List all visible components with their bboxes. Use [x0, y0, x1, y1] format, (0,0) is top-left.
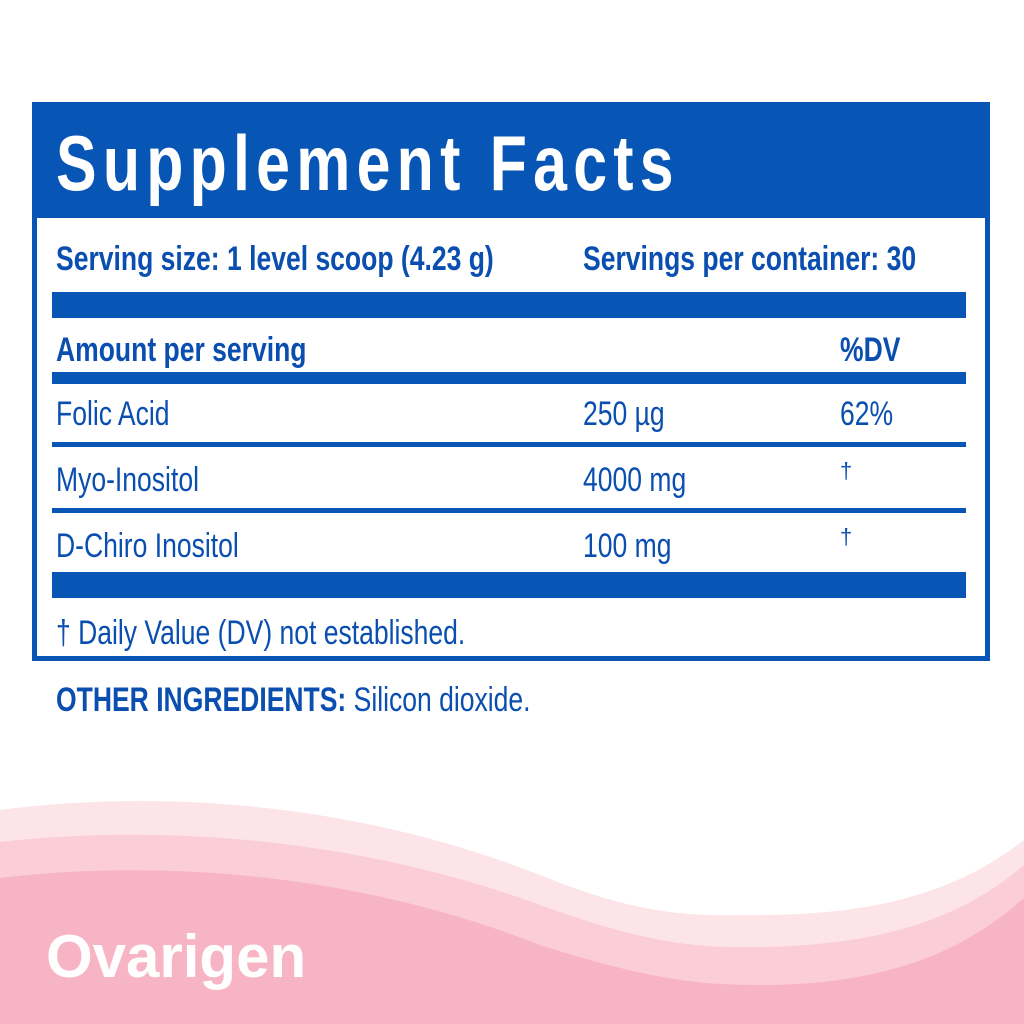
other-ingredients-label: OTHER INGREDIENTS: [56, 681, 347, 719]
footnote: † Daily Value (DV) not established. [56, 614, 466, 652]
serving-size: Serving size: 1 level scoop (4.23 g) [56, 240, 494, 278]
title-band [32, 102, 990, 218]
thick-divider [52, 572, 966, 598]
row-name: Folic Acid [56, 395, 170, 433]
row-dv: 62% [840, 395, 894, 433]
panel-title: Supplement Facts [56, 119, 680, 207]
row-dv: † [840, 524, 853, 549]
row-dv: † [840, 458, 853, 483]
row-amount: 4000 mg [583, 461, 687, 499]
row-name: Myo-Inositol [56, 461, 199, 499]
dv-header: %DV [840, 331, 901, 369]
supplement-facts-panel [32, 102, 990, 661]
servings-per-container: Servings per container: 30 [583, 240, 917, 278]
other-ingredients-value: Silicon dioxide. [346, 681, 531, 719]
row-amount: 100 mg [583, 527, 672, 565]
amount-per-serving-header: Amount per serving [56, 331, 307, 369]
row-divider [52, 442, 966, 447]
thick-divider [52, 292, 966, 318]
other-ingredients: OTHER INGREDIENTS: Silicon dioxide. [56, 681, 664, 720]
row-divider [52, 508, 966, 513]
decorative-wave-background [0, 801, 1024, 1024]
brand-name: Ovarigen [46, 923, 307, 990]
header-divider [52, 372, 966, 384]
row-amount: 250 µg [583, 395, 665, 433]
row-name: D-Chiro Inositol [56, 527, 239, 565]
